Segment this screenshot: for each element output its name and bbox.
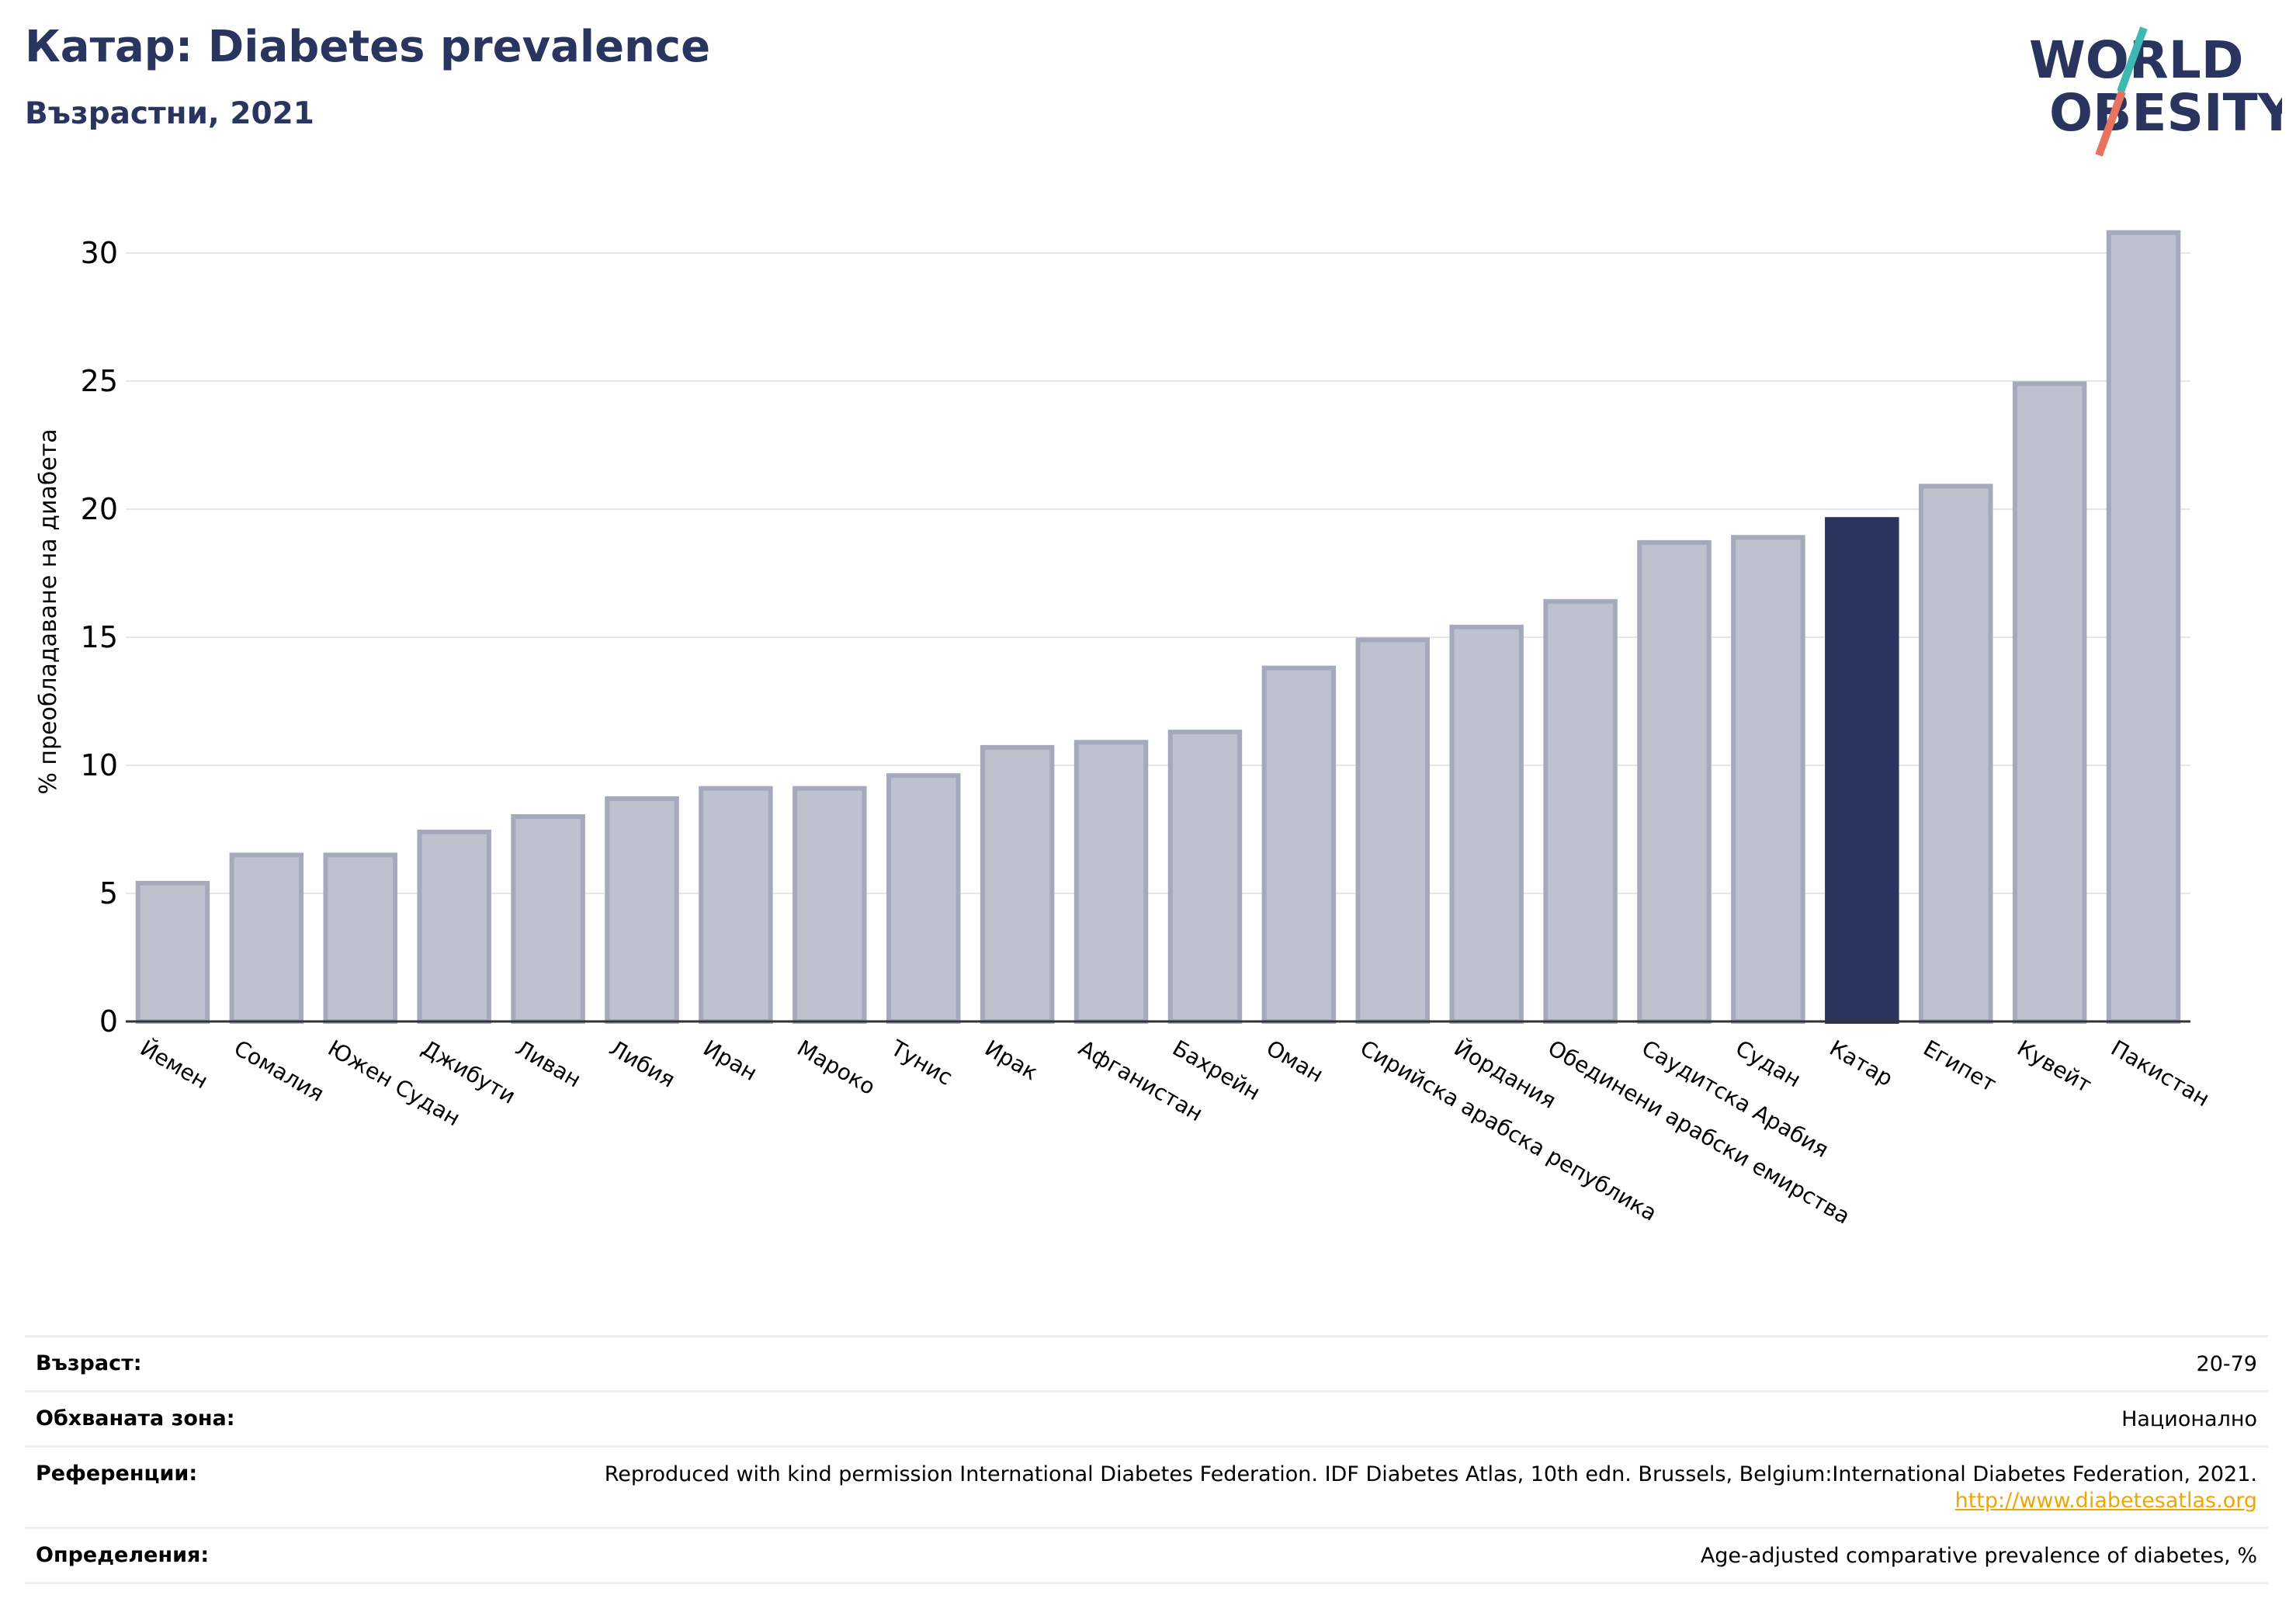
logo-text-obesity: OBESITY: [2049, 83, 2282, 143]
x-tick-label: Египет: [1919, 1035, 2000, 1097]
x-tick-label: Сомалия: [230, 1035, 328, 1107]
bar: [1449, 624, 1524, 1024]
x-tick-label: Мароко: [793, 1035, 879, 1100]
x-tick-label: Ливан: [512, 1035, 585, 1092]
x-tick-label: Кувейт: [2013, 1035, 2096, 1098]
y-tick-label: 25: [81, 364, 118, 398]
bar: [2012, 381, 2087, 1024]
x-tick-label: Тунис: [886, 1035, 956, 1091]
references-value: Reproduced with kind permission Internat…: [550, 1462, 2257, 1514]
bar: [417, 829, 491, 1025]
info-row-definitions: Определения: Age-adjusted comparative pr…: [25, 1527, 2268, 1584]
bar: [1261, 665, 1337, 1024]
references-link[interactable]: http://www.diabetesatlas.org: [1954, 1489, 2257, 1513]
bar: [1073, 740, 1149, 1024]
definitions-label: Определения:: [36, 1543, 210, 1567]
bar: [605, 796, 679, 1025]
x-tick-label: Йемен: [136, 1035, 213, 1094]
bar: [886, 773, 961, 1024]
definitions-value: Age-adjusted comparative prevalence of d…: [1700, 1544, 2257, 1568]
info-table: Възраст: 20-79 Обхваната зона: Националн…: [25, 1335, 2268, 1584]
y-axis-label: % преобладаване на диабета: [35, 428, 62, 794]
bar: [1731, 535, 1805, 1024]
age-value: 20-79: [2196, 1352, 2257, 1376]
x-tick-label: Судан: [1731, 1035, 1805, 1092]
x-tick-label: Иран: [699, 1035, 761, 1086]
bar: [511, 814, 585, 1024]
info-row-references: Референции: Reproduced with kind permiss…: [25, 1445, 2268, 1527]
bar: [1637, 539, 1712, 1024]
bar: [229, 852, 304, 1024]
bar: [793, 785, 867, 1024]
y-tick-label: 20: [81, 492, 118, 526]
x-tick-label: Либия: [605, 1035, 680, 1092]
bar: [323, 852, 398, 1024]
logo-slash-coral: [2095, 90, 2126, 157]
y-tick-label: 10: [81, 748, 118, 782]
bar: [135, 880, 210, 1025]
chart-title: Катар: Diabetes prevalence: [25, 22, 711, 72]
coverage-label: Обхваната зона:: [36, 1406, 235, 1431]
chart-subtitle: Възрастни, 2021: [25, 96, 314, 131]
references-text: Reproduced with kind permission Internat…: [604, 1462, 2257, 1486]
bar: [1167, 730, 1243, 1024]
y-tick-label: 30: [81, 236, 118, 270]
y-tick-labels: 0 5 10 15 20 25 30: [81, 236, 118, 1039]
logo-slash-teal: [2117, 26, 2148, 93]
x-tick-label: Пакистан: [2107, 1035, 2214, 1111]
x-tick-label: Ирак: [980, 1035, 1042, 1085]
bar: [1918, 484, 1993, 1024]
info-row-age: Възраст: 20-79: [25, 1335, 2268, 1390]
y-tick-label: 5: [99, 876, 118, 910]
info-row-coverage: Обхваната зона: Национално: [25, 1390, 2268, 1445]
world-obesity-logo: WORLD OBESITY: [2029, 26, 2282, 157]
x-tick-label: Оман: [1262, 1035, 1328, 1087]
coverage-value: Национално: [2121, 1407, 2257, 1431]
bar: [1825, 517, 1899, 1024]
bar: [1355, 637, 1431, 1024]
bar: [699, 785, 773, 1024]
age-label: Възраст:: [36, 1351, 142, 1375]
bars: [135, 230, 2181, 1025]
x-tick-label: Катар: [1825, 1035, 1897, 1091]
y-tick-label: 0: [99, 1004, 118, 1039]
bar: [2106, 230, 2181, 1025]
references-label: Референции:: [36, 1462, 198, 1486]
bar: [980, 744, 1055, 1025]
bar: [1543, 598, 1618, 1024]
y-tick-label: 15: [81, 620, 118, 654]
